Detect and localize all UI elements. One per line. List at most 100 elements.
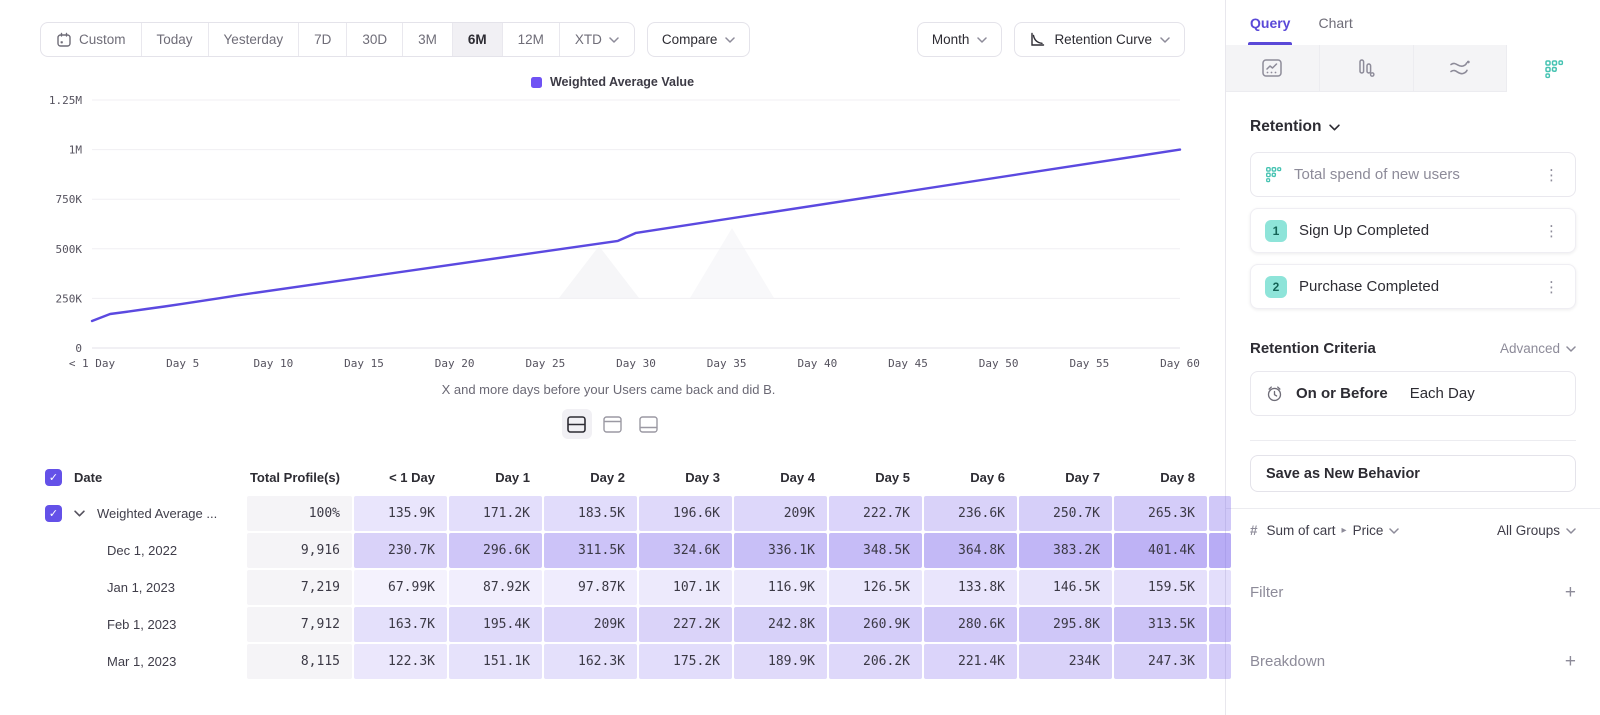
retention-value-cell[interactable]: 209K	[544, 607, 637, 642]
retention-value-cell-clipped[interactable]	[1209, 496, 1231, 531]
retention-value-cell[interactable]: 324.6K	[639, 533, 732, 568]
tab-chart[interactable]: Chart	[1318, 14, 1353, 31]
retention-value-cell[interactable]: 162.3K	[544, 644, 637, 679]
funnels-report-tab[interactable]	[1319, 45, 1414, 92]
range-option-7d[interactable]: 7D	[299, 23, 348, 56]
criteria-window[interactable]: Each Day	[1409, 385, 1475, 402]
retention-value-cell[interactable]: 196.6K	[639, 496, 732, 531]
retention-value-cell[interactable]: 250.7K	[1019, 496, 1112, 531]
total-profiles-cell[interactable]: 7,219	[247, 570, 352, 605]
kebab-menu-icon[interactable]: ⋮	[1544, 165, 1559, 184]
chart-legend[interactable]: Weighted Average Value	[0, 73, 1225, 91]
retention-value-cell-clipped[interactable]	[1209, 607, 1231, 642]
table-header[interactable]: < 1 Day	[389, 469, 435, 485]
range-option-12m[interactable]: 12M	[503, 23, 560, 56]
retention-value-cell[interactable]: 247.3K	[1114, 644, 1207, 679]
retention-value-cell[interactable]: 280.6K	[924, 607, 1017, 642]
retention-value-cell[interactable]: 260.9K	[829, 607, 922, 642]
behavior-step-2[interactable]: 2 Purchase Completed ⋮	[1250, 264, 1576, 309]
retention-value-cell-clipped[interactable]	[1209, 570, 1231, 605]
retention-value-cell[interactable]: 175.2K	[639, 644, 732, 679]
retention-value-cell[interactable]: 383.2K	[1019, 533, 1112, 568]
chart-type-button[interactable]: Retention Curve	[1014, 22, 1185, 57]
criteria-condition[interactable]: On or Before	[1296, 385, 1388, 402]
layout-toggle-table[interactable]	[634, 409, 664, 439]
retention-value-cell[interactable]: 97.87K	[544, 570, 637, 605]
table-row-label[interactable]: Mar 1, 2023	[30, 644, 245, 679]
retention-value-cell-clipped[interactable]	[1209, 644, 1231, 679]
range-option-yesterday[interactable]: Yesterday	[209, 23, 300, 56]
retention-value-cell[interactable]: 313.5K	[1114, 607, 1207, 642]
retention-value-cell[interactable]: 122.3K	[354, 644, 447, 679]
tab-query[interactable]: Query	[1247, 0, 1293, 45]
retention-value-cell[interactable]: 234K	[1019, 644, 1112, 679]
retention-value-cell[interactable]: 135.9K	[354, 496, 447, 531]
retention-value-cell[interactable]: 189.9K	[734, 644, 827, 679]
groups-dropdown[interactable]: All Groups	[1497, 523, 1576, 538]
range-option-today[interactable]: Today	[142, 23, 209, 56]
range-option-custom[interactable]: Custom	[41, 23, 142, 56]
retention-value-cell[interactable]: 67.99K	[354, 570, 447, 605]
report-type-dropdown[interactable]: Retention	[1250, 118, 1576, 136]
retention-value-cell[interactable]: 195.4K	[449, 607, 542, 642]
flows-report-tab[interactable]	[1413, 45, 1508, 92]
retention-value-cell[interactable]: 151.1K	[449, 644, 542, 679]
retention-value-cell[interactable]: 206.2K	[829, 644, 922, 679]
total-profiles-cell[interactable]: 8,115	[247, 644, 352, 679]
table-row-label[interactable]: Dec 1, 2022	[30, 533, 245, 568]
compare-button[interactable]: Compare	[646, 22, 751, 57]
kebab-menu-icon[interactable]: ⋮	[1544, 221, 1559, 240]
retention-value-cell[interactable]: 295.8K	[1019, 607, 1112, 642]
table-header[interactable]: Total Profile(s)	[249, 469, 340, 485]
retention-value-cell[interactable]: 163.7K	[354, 607, 447, 642]
retention-value-cell[interactable]: 242.8K	[734, 607, 827, 642]
retention-value-cell[interactable]: 230.7K	[354, 533, 447, 568]
retention-value-cell[interactable]: 221.4K	[924, 644, 1017, 679]
kebab-menu-icon[interactable]: ⋮	[1544, 277, 1559, 296]
measure-dropdown[interactable]: Sum of cart ▸ Price	[1267, 523, 1400, 538]
table-header[interactable]: Day 8	[1160, 469, 1195, 485]
total-profiles-cell[interactable]: 100%	[247, 496, 352, 531]
table-row-label[interactable]: Jan 1, 2023	[30, 570, 245, 605]
retention-report-tab[interactable]	[1507, 45, 1600, 92]
retention-value-cell[interactable]: 236.6K	[924, 496, 1017, 531]
retention-value-cell[interactable]: 133.8K	[924, 570, 1017, 605]
layout-toggle-chart[interactable]	[598, 409, 628, 439]
criteria-mode-dropdown[interactable]: Advanced	[1500, 341, 1576, 356]
retention-value-cell[interactable]: 336.1K	[734, 533, 827, 568]
add-filter-button[interactable]: +	[1564, 582, 1576, 603]
total-profiles-cell[interactable]: 7,912	[247, 607, 352, 642]
row-checkbox[interactable]: ✓	[45, 468, 62, 486]
table-row-label[interactable]: ✓ Weighted Average ...	[30, 496, 245, 531]
retention-value-cell[interactable]: 171.2K	[449, 496, 542, 531]
behavior-step-1[interactable]: 1 Sign Up Completed ⋮	[1250, 208, 1576, 253]
behavior-card[interactable]: Total spend of new users ⋮	[1250, 152, 1576, 197]
retention-value-cell[interactable]: 146.5K	[1019, 570, 1112, 605]
row-checkbox[interactable]: ✓	[45, 505, 62, 522]
table-header[interactable]: Day 7	[1065, 469, 1100, 485]
table-header[interactable]: Day 5	[875, 469, 910, 485]
range-option-xtd[interactable]: XTD	[560, 23, 634, 56]
retention-value-cell[interactable]: 348.5K	[829, 533, 922, 568]
retention-value-cell[interactable]: 107.1K	[639, 570, 732, 605]
retention-value-cell[interactable]: 87.92K	[449, 570, 542, 605]
retention-value-cell[interactable]: 159.5K	[1114, 570, 1207, 605]
layout-toggle-split[interactable]	[561, 409, 592, 439]
range-option-30d[interactable]: 30D	[347, 23, 404, 56]
table-header[interactable]: Day 2	[590, 469, 625, 485]
add-breakdown-button[interactable]: +	[1564, 651, 1576, 672]
retention-value-cell[interactable]: 126.5K	[829, 570, 922, 605]
granularity-button[interactable]: Month	[916, 22, 1003, 57]
insights-report-tab[interactable]	[1226, 45, 1320, 92]
retention-value-cell[interactable]: 311.5K	[544, 533, 637, 568]
range-option-3m[interactable]: 3M	[403, 23, 453, 56]
retention-value-cell[interactable]: 401.4K	[1114, 533, 1207, 568]
retention-value-cell[interactable]: 296.6K	[449, 533, 542, 568]
table-header[interactable]: Day 6	[970, 469, 1005, 485]
range-option-6m[interactable]: 6M	[452, 23, 503, 56]
table-header[interactable]: Day 4	[780, 469, 815, 485]
retention-value-cell[interactable]: 209K	[734, 496, 827, 531]
series-line[interactable]	[90, 148, 1182, 323]
table-header[interactable]: Day 1	[495, 469, 530, 485]
retention-value-cell[interactable]: 265.3K	[1114, 496, 1207, 531]
